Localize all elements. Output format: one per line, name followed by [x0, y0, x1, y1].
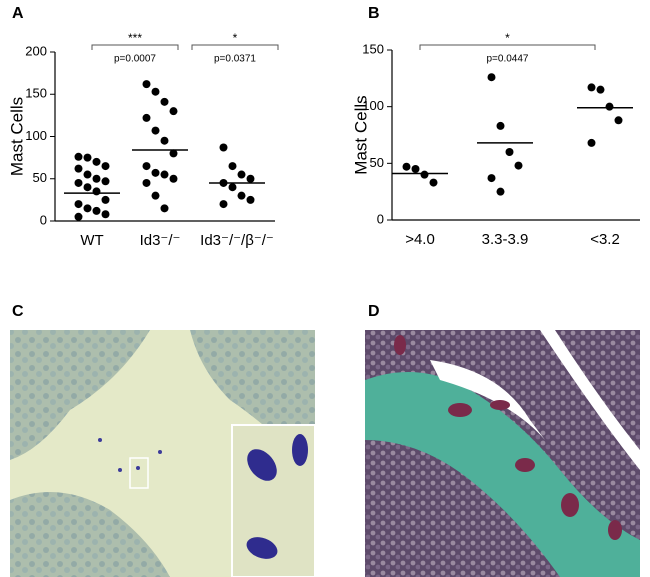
data-dot [83, 153, 92, 162]
data-dot [101, 177, 110, 186]
data-dot [514, 161, 523, 170]
data-dot [92, 187, 101, 196]
data-dot [246, 195, 255, 204]
data-dot [487, 73, 496, 82]
y-tick-label: 100 [25, 128, 47, 143]
data-dot [83, 170, 92, 179]
data-dot [228, 183, 237, 192]
panel-label: C [12, 303, 24, 320]
data-dot [101, 162, 110, 171]
data-dot [587, 83, 596, 92]
data-dot [74, 152, 83, 161]
panel-label: D [368, 303, 380, 320]
data-dot [74, 178, 83, 187]
significance-stars: * [233, 31, 238, 45]
x-tick-label: Id3⁻/⁻ [140, 232, 181, 249]
significance-bracket [91, 44, 179, 50]
x-tick-label: >4.0 [405, 231, 435, 248]
data-dot [142, 178, 151, 187]
x-tick-label: 3.3-3.9 [482, 231, 529, 248]
y-tick-label: 200 [25, 43, 47, 58]
data-dot [605, 102, 614, 111]
data-dot [160, 97, 169, 106]
p-value: p=0.0371 [214, 54, 256, 65]
x-tick-label: <3.2 [590, 231, 620, 248]
data-dot [169, 107, 178, 116]
histology-d [365, 330, 640, 577]
data-dot [429, 178, 438, 187]
panel-label: A [12, 5, 24, 22]
p-value: p=0.0447 [487, 54, 529, 65]
data-dot [587, 138, 596, 147]
data-dot [420, 170, 429, 179]
data-dot [151, 87, 160, 96]
data-dot [219, 143, 228, 152]
data-dot [92, 174, 101, 183]
data-dot [74, 200, 83, 209]
y-tick-label: 50 [33, 170, 47, 185]
y-axis-label: Mast Cells [7, 97, 26, 176]
y-tick-label: 50 [370, 155, 384, 170]
data-dot [219, 200, 228, 209]
data-dot [83, 183, 92, 192]
data-dot [160, 204, 169, 213]
data-dot [83, 204, 92, 213]
data-dot [142, 113, 151, 122]
y-tick-label: 0 [40, 212, 47, 227]
y-tick-label: 150 [25, 86, 47, 101]
data-dot [74, 164, 83, 173]
y-tick-label: 100 [362, 98, 384, 113]
y-tick-label: 150 [362, 41, 384, 56]
data-dot [74, 212, 83, 221]
data-dot [142, 80, 151, 89]
data-dot [237, 191, 246, 200]
x-tick-label: Id3⁻/⁻/β⁻/⁻ [200, 232, 274, 249]
significance-bracket [191, 44, 279, 50]
data-dot [487, 174, 496, 183]
data-dot [151, 126, 160, 135]
panel-label: B [368, 5, 380, 22]
data-dot [496, 187, 505, 196]
data-dot [151, 191, 160, 200]
data-dot [92, 157, 101, 166]
significance-stars: *** [128, 31, 142, 45]
data-dot [402, 162, 411, 171]
data-dot [151, 168, 160, 177]
data-dot [169, 174, 178, 183]
data-dot [142, 162, 151, 171]
data-dot [160, 136, 169, 145]
histology-c [10, 330, 316, 577]
p-value: p=0.0007 [114, 54, 156, 65]
data-dot [101, 210, 110, 219]
data-dot [411, 165, 420, 173]
y-tick-label: 0 [377, 211, 384, 226]
data-dot [496, 121, 505, 130]
y-axis-label: Mast Cells [351, 95, 370, 174]
x-tick-label: WT [80, 232, 103, 249]
data-dot [92, 206, 101, 215]
significance-bracket [419, 44, 596, 50]
data-dot [614, 116, 623, 125]
data-dot [246, 174, 255, 183]
data-dot [228, 162, 237, 171]
data-dot [237, 170, 246, 179]
data-dot [169, 149, 178, 158]
significance-stars: * [505, 31, 510, 45]
data-dot [505, 148, 514, 156]
data-dot [101, 195, 110, 204]
data-dot [160, 170, 169, 179]
data-dot [596, 85, 605, 94]
